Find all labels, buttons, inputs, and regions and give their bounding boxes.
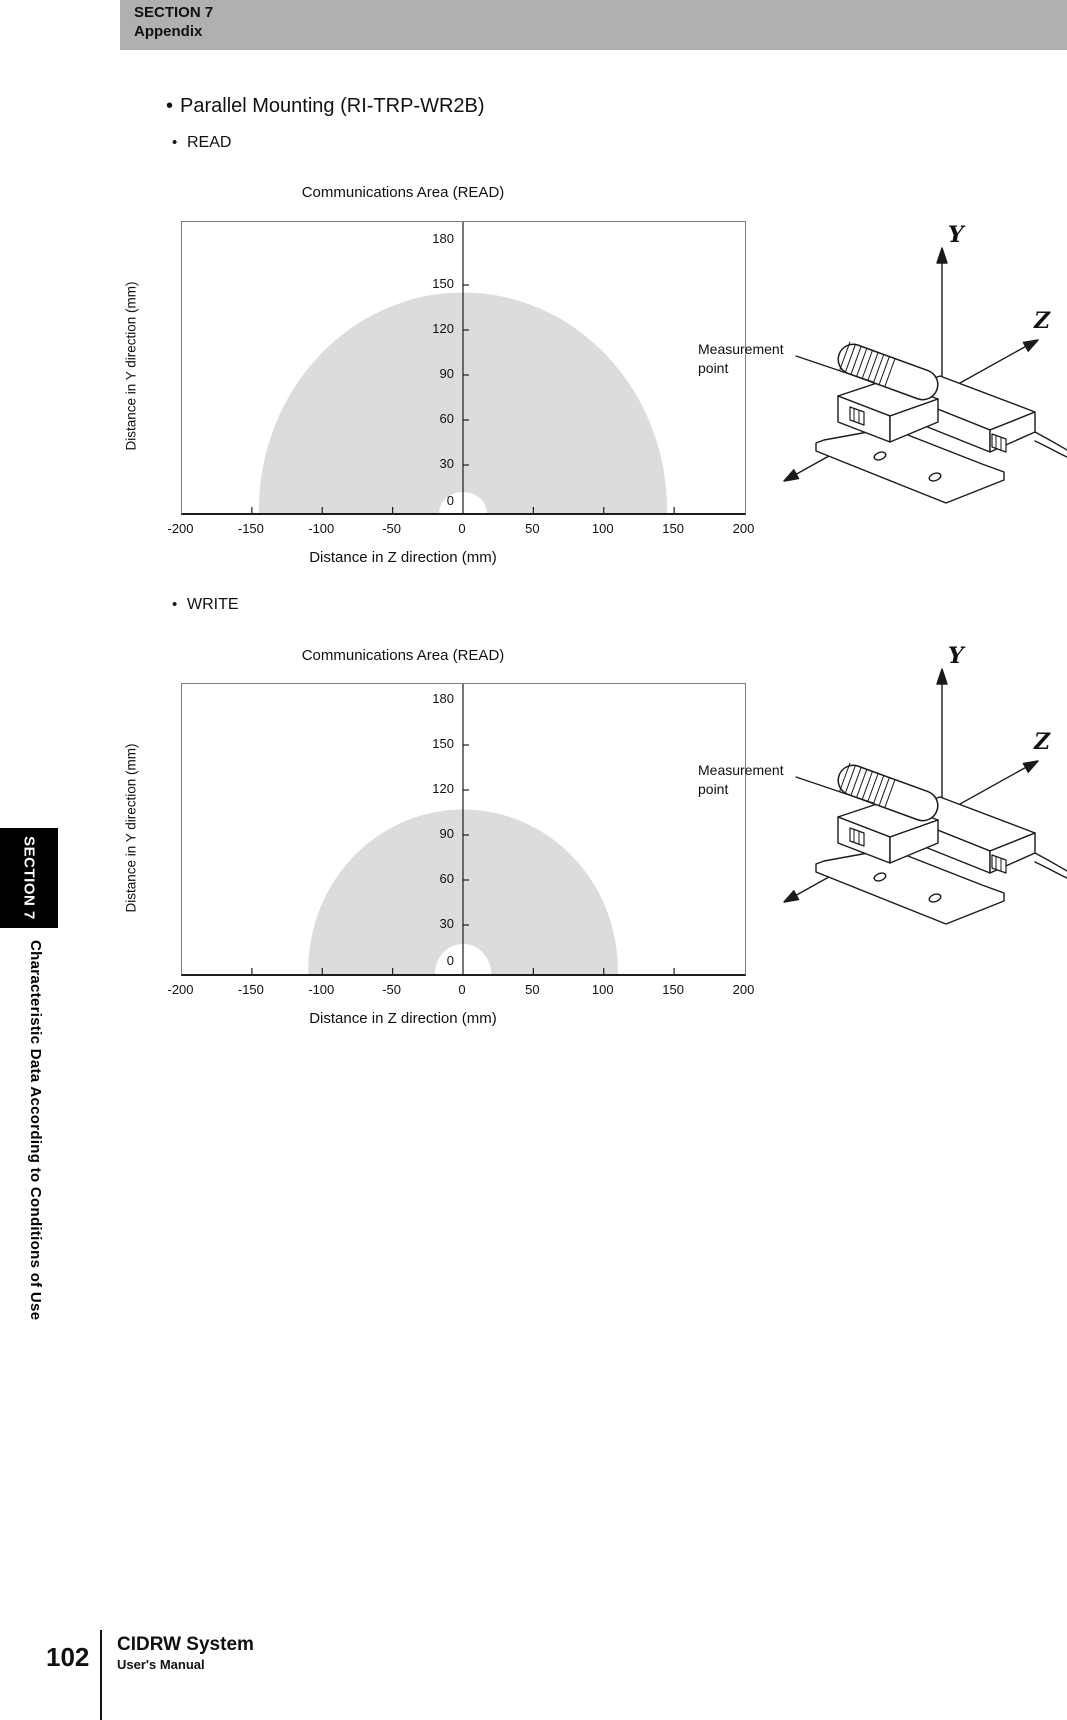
device-axes-drawing: Y Z xyxy=(783,643,1067,925)
y-tick-label: 0 xyxy=(446,493,454,508)
y-tick-label: 180 xyxy=(432,231,454,246)
z-axis-letter: Z xyxy=(1033,729,1051,755)
footer-manual-name: User's Manual xyxy=(117,1657,205,1672)
write-heading: • WRITE xyxy=(172,596,239,614)
write-heading-text: WRITE xyxy=(187,596,239,613)
page-title: • Parallel Mounting (RI-TRP-WR2B) xyxy=(166,95,485,118)
header-bar: SECTION 7 Appendix xyxy=(120,0,1067,50)
measurement-setup-illustration-read: Y Z Measurement point xyxy=(690,200,1067,530)
z-axis-letter: Z xyxy=(1033,308,1051,334)
measurement-point-callout: Measurement point xyxy=(698,341,784,376)
chart-plot-area-write xyxy=(181,683,746,976)
x-tick-label: -50 xyxy=(382,982,402,997)
x-axis-label-write: Distance in Z direction (mm) xyxy=(309,1010,497,1027)
chapter-title-vertical: Characteristic Data According to Conditi… xyxy=(27,940,44,1321)
chart-title-write: Communications Area (READ) xyxy=(301,647,505,664)
x-tick-label: -50 xyxy=(382,521,402,536)
chart-title-read: Communications Area (READ) xyxy=(301,184,505,201)
x-tick-label: -100 xyxy=(308,521,335,536)
communication-area-svg xyxy=(251,222,675,513)
y-axis-letter: Y xyxy=(948,222,966,248)
x-axis-label-read: Distance in Z direction (mm) xyxy=(309,549,497,566)
x-tick-label: 100 xyxy=(591,982,614,997)
bullet-icon: • xyxy=(172,134,178,151)
bullet-icon: • xyxy=(172,596,178,613)
page-title-text: Parallel Mounting (RI-TRP-WR2B) xyxy=(180,95,485,117)
footer-product-name: CIDRW System xyxy=(117,1634,254,1655)
y-axis-label-read: Distance in Y direction (mm) xyxy=(123,281,139,451)
y-tick-label: 0 xyxy=(446,953,454,968)
device-axes-drawing: Y Z xyxy=(783,222,1067,504)
x-tick-label: -100 xyxy=(308,982,335,997)
y-tick-label: 60 xyxy=(439,871,454,886)
x-tick-label: 50 xyxy=(525,982,540,997)
y-axis-label-write: Distance in Y direction (mm) xyxy=(123,743,139,913)
chart-plot-area-read xyxy=(181,221,746,515)
read-heading: • READ xyxy=(172,134,231,152)
section-tab-label: SECTION 7 xyxy=(20,836,38,920)
bullet-icon: • xyxy=(166,95,174,117)
footer-divider xyxy=(100,1630,102,1720)
y-tick-label: 150 xyxy=(432,276,454,291)
y-tick-label: 150 xyxy=(432,736,454,751)
x-tick-label: 50 xyxy=(525,521,540,536)
x-tick-label: 150 xyxy=(662,521,684,536)
x-tick-label: -200 xyxy=(167,521,194,536)
y-tick-label: 180 xyxy=(432,691,454,706)
x-tick-label: 100 xyxy=(591,521,614,536)
y-tick-label: 120 xyxy=(432,781,454,796)
measurement-point-callout: Measurement point xyxy=(698,762,784,797)
y-tick-label: 30 xyxy=(439,456,454,471)
y-axis-letter: Y xyxy=(948,643,966,669)
x-tick-label: 200 xyxy=(732,982,755,997)
section-tab: SECTION 7 xyxy=(0,828,58,928)
x-tick-label: -150 xyxy=(237,521,264,536)
communication-area-svg xyxy=(251,684,675,974)
x-tick-label: -150 xyxy=(237,982,264,997)
x-tick-label: 0 xyxy=(458,521,466,536)
x-tick-label: 150 xyxy=(662,982,684,997)
x-tick-label: -200 xyxy=(167,982,194,997)
header-section-title: SECTION 7 xyxy=(134,4,214,21)
page-number: 102 xyxy=(46,1642,90,1672)
read-heading-text: READ xyxy=(187,134,232,151)
x-tick-label: 200 xyxy=(732,521,755,536)
header-section-subtitle: Appendix xyxy=(134,23,203,40)
y-tick-label: 90 xyxy=(439,366,454,381)
measurement-setup-illustration-write: Y Z Measurement point xyxy=(690,621,1067,951)
y-tick-label: 60 xyxy=(439,411,454,426)
y-tick-label: 120 xyxy=(432,321,454,336)
x-tick-label: 0 xyxy=(458,982,466,997)
y-tick-label: 30 xyxy=(439,916,454,931)
y-tick-label: 90 xyxy=(439,826,454,841)
